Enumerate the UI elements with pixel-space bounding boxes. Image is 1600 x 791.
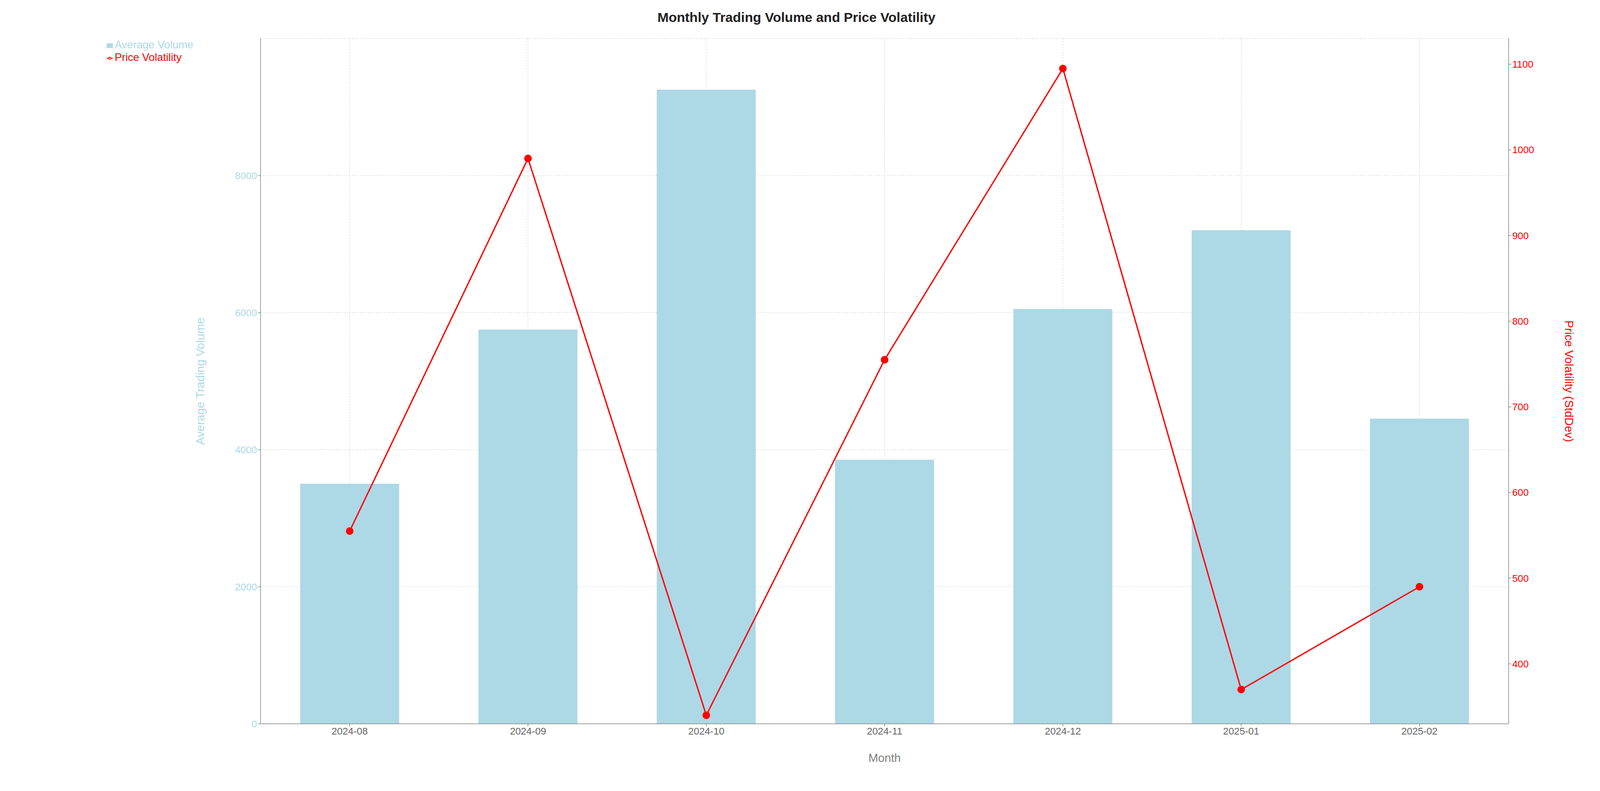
- svg-text:1100: 1100: [1512, 58, 1534, 70]
- svg-text:2025-01: 2025-01: [1223, 725, 1260, 737]
- svg-text:8000: 8000: [235, 170, 258, 182]
- svg-text:Month: Month: [868, 751, 901, 765]
- svg-text:700: 700: [1512, 401, 1529, 413]
- svg-text:2000: 2000: [235, 581, 258, 593]
- svg-text:2024-12: 2024-12: [1045, 725, 1082, 737]
- svg-text:Average Trading Volume: Average Trading Volume: [193, 317, 207, 445]
- svg-text:2024-10: 2024-10: [688, 725, 725, 737]
- svg-text:900: 900: [1512, 230, 1529, 242]
- svg-text:500: 500: [1512, 572, 1529, 585]
- html-text:Monthly Trading Volume and Pri: Monthly Trading Volume and Price Volatil…: [657, 9, 936, 25]
- svg-text:2024-09: 2024-09: [509, 725, 547, 737]
- html-text:Price Volatility: Price Volatility: [114, 51, 182, 64]
- svg-text:800: 800: [1512, 315, 1529, 327]
- svg-text:2024-11: 2024-11: [866, 725, 903, 737]
- svg-text:Price Volatility (StdDev): Price Volatility (StdDev): [1562, 320, 1576, 443]
- svg-text:4000: 4000: [235, 444, 258, 456]
- svg-text:400: 400: [1512, 658, 1529, 670]
- svg-text:0: 0: [251, 718, 257, 730]
- svg-text:600: 600: [1512, 486, 1529, 499]
- svg-text:2025-02: 2025-02: [1401, 725, 1438, 737]
- svg-text:2024-08: 2024-08: [331, 725, 368, 737]
- html-text:Average Volume: Average Volume: [114, 38, 194, 51]
- svg-text:6000: 6000: [235, 307, 258, 319]
- svg-text:1000: 1000: [1512, 144, 1535, 156]
